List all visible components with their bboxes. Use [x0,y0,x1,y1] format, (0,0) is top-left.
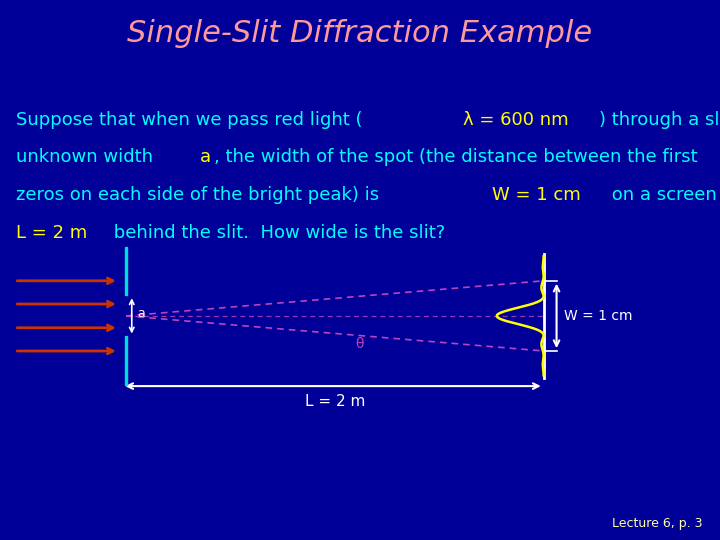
Text: λ = 600 nm: λ = 600 nm [463,111,569,129]
Text: , the width of the spot (the distance between the first: , the width of the spot (the distance be… [215,148,698,166]
Text: W = 1 cm: W = 1 cm [492,186,580,204]
Bar [125,247,127,295]
Text: L = 2 m: L = 2 m [16,224,87,242]
Text: unknown width: unknown width [16,148,158,166]
Text: Lecture 6, p. 3: Lecture 6, p. 3 [611,517,702,530]
Bar [125,336,127,385]
Text: Suppose that when we pass red light (: Suppose that when we pass red light ( [16,111,362,129]
Text: Single-Slit Diffraction Example: Single-Slit Diffraction Example [127,19,593,48]
Text: a: a [137,307,145,320]
Text: ) through a slit of: ) through a slit of [599,111,720,129]
Text: on a screen that is: on a screen that is [606,186,720,204]
Text: W = 1 cm: W = 1 cm [564,309,632,323]
Text: a: a [200,148,211,166]
Text: behind the slit.  How wide is the slit?: behind the slit. How wide is the slit? [108,224,445,242]
Text: θ: θ [356,337,364,351]
Text: zeros on each side of the bright peak) is: zeros on each side of the bright peak) i… [16,186,384,204]
Text: L = 2 m: L = 2 m [305,394,365,409]
